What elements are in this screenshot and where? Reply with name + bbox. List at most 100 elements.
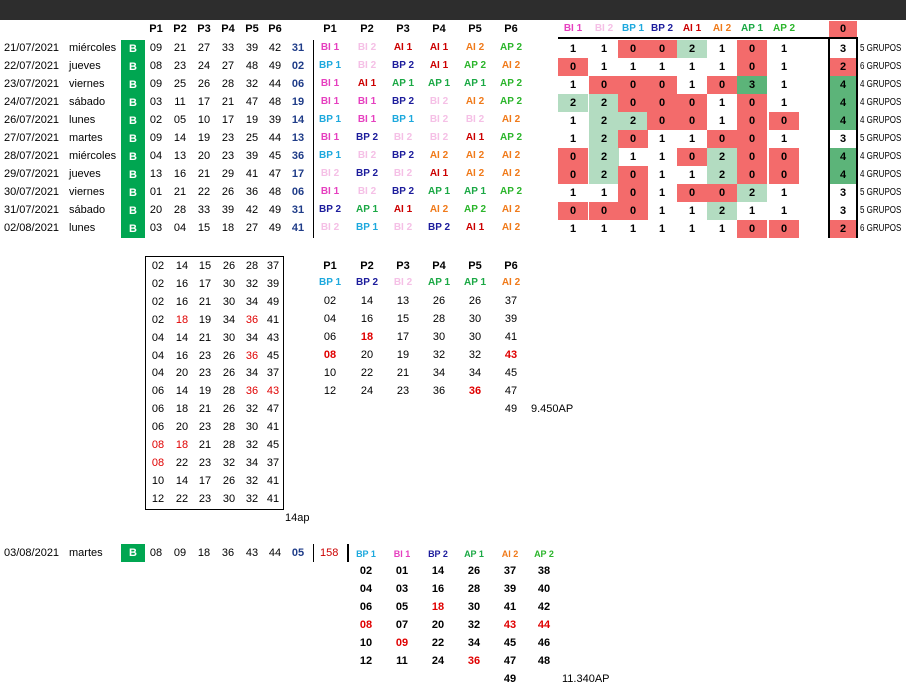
- row-group-count: 0: [737, 58, 767, 76]
- row-b-marker: B: [121, 112, 145, 130]
- row-category: BP 2: [391, 60, 415, 71]
- row-date: 02/08/2021: [4, 222, 60, 234]
- bottom-right-divider: [347, 544, 349, 562]
- combo-number: 06: [151, 421, 165, 434]
- mid-number: 12: [323, 385, 337, 397]
- row-group-count: 1: [600, 61, 608, 73]
- row-day: lunes: [69, 222, 96, 234]
- row-grupos: 4 GRUPOS: [860, 151, 902, 162]
- mid-number: 30: [432, 331, 446, 343]
- row-category: AI 1: [393, 42, 413, 53]
- bottom-number: 18: [197, 547, 211, 559]
- bottom-bonus: 05: [291, 547, 305, 559]
- mid-number: 04: [323, 313, 337, 325]
- row-group-count: 1: [780, 97, 788, 109]
- bottom-col-number: 16: [431, 583, 445, 595]
- bottom-col-number: 46: [537, 637, 551, 649]
- row-number: 03: [149, 96, 163, 108]
- combo-number: 26: [222, 349, 236, 362]
- row-group-count: 0: [737, 220, 767, 238]
- row-category: BI 2: [429, 132, 449, 143]
- row-group-count: 1: [569, 115, 577, 127]
- row-bonus: 02: [291, 60, 305, 72]
- row-group-count: 0: [618, 94, 648, 112]
- row-number: 41: [245, 168, 259, 180]
- row-category: AP 1: [463, 78, 487, 89]
- combo-number: 30: [222, 277, 236, 290]
- header-group-bp-1: BP 1: [621, 23, 645, 34]
- row-number: 49: [268, 222, 282, 234]
- header-cat-p6: P6: [504, 23, 518, 35]
- row-group-count: 1: [688, 169, 696, 181]
- row-grupos: 5 GRUPOS: [860, 205, 902, 216]
- row-category: BI 2: [429, 96, 449, 107]
- row-number: 29: [221, 168, 235, 180]
- combo-number: 41: [266, 421, 280, 434]
- mid-number: 21: [396, 367, 410, 379]
- combo-number: 43: [266, 385, 280, 398]
- row-group-count: 2: [737, 184, 767, 202]
- row-number: 03: [149, 222, 163, 234]
- row-number: 16: [173, 168, 187, 180]
- header-cat-p1: P1: [323, 23, 337, 35]
- row-number: 18: [221, 222, 235, 234]
- bottom-col-number: 02: [359, 565, 373, 577]
- mid-number: 37: [504, 295, 518, 307]
- total-col-right-border: [856, 37, 858, 238]
- bottom-col-number: 34: [467, 637, 481, 649]
- mid-number: 36: [468, 385, 482, 397]
- row-group-count: 1: [780, 79, 788, 91]
- bottom-category: AI 2: [501, 549, 519, 559]
- row-group-count: 0: [737, 166, 767, 184]
- bottom-col-number: 07: [395, 619, 409, 631]
- row-category: AI 1: [393, 204, 413, 215]
- mid-number: 34: [432, 367, 446, 379]
- header-p3: P3: [197, 23, 211, 35]
- row-group-count: 0: [618, 130, 648, 148]
- row-group-count: 0: [677, 94, 707, 112]
- combo-number: 19: [198, 385, 212, 398]
- combo-number: 32: [245, 492, 259, 505]
- row-number: 48: [245, 60, 259, 72]
- row-date: 22/07/2021: [4, 60, 60, 72]
- row-group-count: 0: [589, 76, 619, 94]
- row-group-count: 0: [737, 112, 767, 130]
- combo-number: 21: [198, 439, 212, 451]
- row-category: AP 2: [463, 60, 487, 71]
- row-number: 44: [268, 132, 282, 144]
- row-category: BI 2: [357, 150, 377, 161]
- combo-number: 21: [198, 403, 212, 416]
- row-group-count: 0: [769, 112, 799, 130]
- row-grupos: 5 GRUPOS: [860, 133, 902, 144]
- combo-number: 18: [175, 403, 189, 416]
- combo-number: 18: [175, 313, 189, 326]
- mid-number: 02: [323, 295, 337, 307]
- total-col-left-border: [828, 37, 830, 238]
- row-category: AI 2: [465, 42, 485, 53]
- row-total: 3: [839, 43, 847, 55]
- row-group-count: 1: [629, 223, 637, 235]
- row-b-marker: B: [121, 202, 145, 220]
- row-group-count: 1: [780, 133, 788, 145]
- row-b-marker: B: [121, 40, 145, 58]
- combo-number: 47: [266, 403, 280, 416]
- bottom-category: AP 1: [464, 549, 484, 559]
- row-group-count: 1: [569, 79, 577, 91]
- row-bonus: 31: [291, 42, 305, 54]
- bottom-day: martes: [69, 547, 103, 559]
- row-b-marker: B: [121, 220, 145, 238]
- row-group-count: 0: [647, 112, 677, 130]
- bottom-col-number: 30: [467, 601, 481, 613]
- row-category: AP 1: [355, 204, 379, 215]
- row-category: AP 1: [427, 186, 451, 197]
- row-group-count: 1: [780, 43, 788, 55]
- bottom-category: BI 1: [393, 549, 411, 559]
- mid-number: 45: [504, 367, 518, 379]
- row-total: 4: [830, 112, 856, 130]
- row-category: BI 2: [393, 222, 413, 233]
- row-bonus: 41: [291, 222, 305, 234]
- combo-number: 30: [222, 331, 236, 344]
- bottom-col-number: 09: [395, 637, 409, 649]
- row-category: BI 1: [320, 42, 340, 53]
- row-category: AI 1: [465, 132, 485, 143]
